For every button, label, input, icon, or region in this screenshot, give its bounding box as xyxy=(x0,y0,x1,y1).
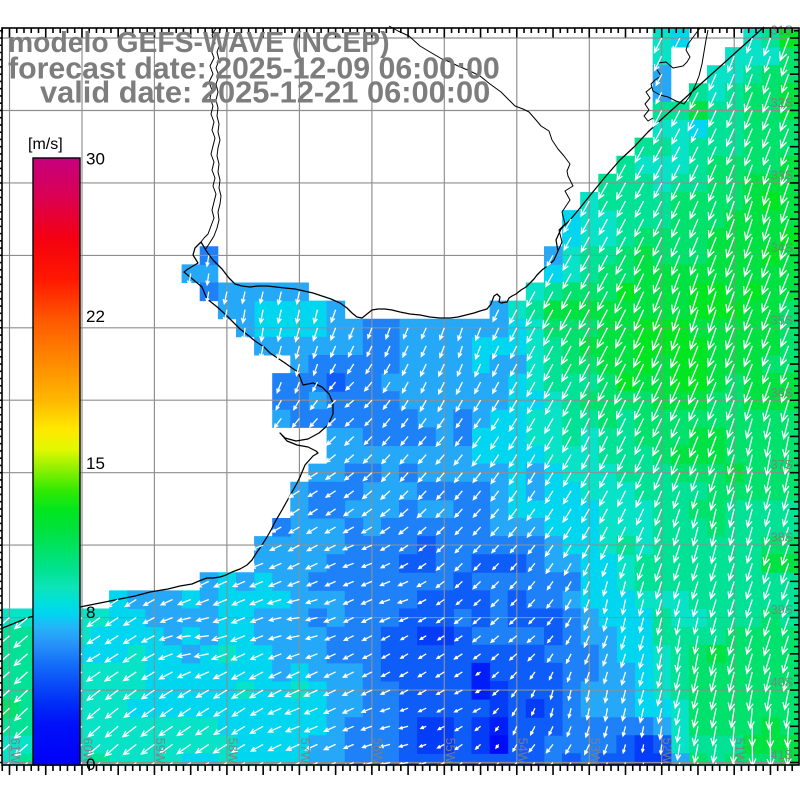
svg-text:37S: 37S xyxy=(771,458,793,472)
svg-text:52W: 52W xyxy=(660,738,674,764)
svg-text:[m/s]: [m/s] xyxy=(28,136,63,153)
svg-text:56W: 56W xyxy=(370,738,384,764)
svg-text:53W: 53W xyxy=(588,738,602,764)
svg-text:0: 0 xyxy=(86,755,95,774)
svg-text:15: 15 xyxy=(86,454,105,473)
svg-text:51W: 51W xyxy=(733,738,747,764)
svg-text:modelo GEFS-WAVE (NCEP): modelo GEFS-WAVE (NCEP) xyxy=(8,26,390,58)
svg-text:35S: 35S xyxy=(771,313,793,327)
svg-text:61W: 61W xyxy=(8,738,22,764)
svg-text:8: 8 xyxy=(86,603,95,622)
svg-text:forecast date: 2025-12-09 06:0: forecast date: 2025-12-09 06:00:00 xyxy=(8,53,500,86)
svg-text:31S: 31S xyxy=(771,24,793,38)
svg-text:40S: 40S xyxy=(771,676,793,690)
svg-text:33S: 33S xyxy=(771,168,793,182)
svg-text:59W: 59W xyxy=(153,738,167,764)
svg-text:58W: 58W xyxy=(225,738,239,764)
svg-text:55W: 55W xyxy=(443,738,457,764)
svg-text:valid date: 2025-12-21 06:00:0: valid date: 2025-12-21 06:00:00 xyxy=(40,75,490,110)
svg-text:22: 22 xyxy=(86,307,105,326)
svg-text:54W: 54W xyxy=(515,738,529,764)
svg-text:38S: 38S xyxy=(771,531,793,545)
svg-text:30: 30 xyxy=(86,150,105,169)
svg-text:39S: 39S xyxy=(771,603,793,617)
svg-text:32S: 32S xyxy=(771,96,793,110)
svg-text:41S: 41S xyxy=(771,748,793,762)
svg-text:34S: 34S xyxy=(771,241,793,255)
svg-text:60W: 60W xyxy=(81,738,95,764)
svg-text:36S: 36S xyxy=(771,386,793,400)
svg-text:57W: 57W xyxy=(298,738,312,764)
